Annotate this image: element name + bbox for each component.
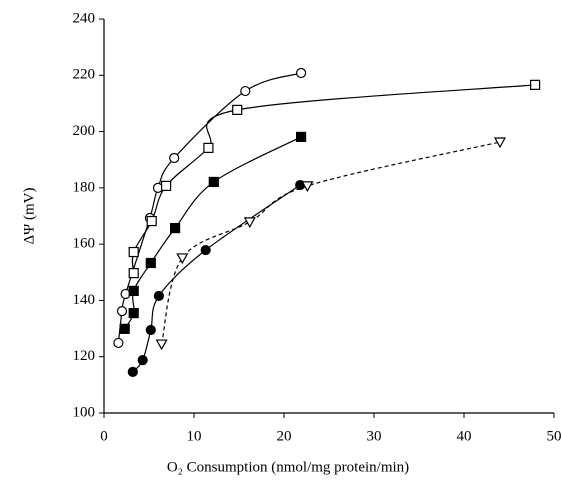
data-point [113, 337, 124, 349]
data-point [296, 67, 307, 79]
y-tick-label: 160 [73, 236, 96, 252]
data-point [127, 366, 138, 378]
data-point [146, 215, 157, 227]
data-point [128, 307, 139, 319]
data-point [128, 246, 139, 258]
y-tick-label: 180 [73, 179, 96, 195]
data-point [153, 290, 164, 302]
data-point [155, 339, 168, 351]
y-tick-label: 100 [73, 404, 96, 420]
data-point [232, 104, 243, 116]
data-point [176, 253, 189, 265]
fit-curve [124, 136, 302, 330]
fit-curve [161, 141, 501, 345]
x-tick-label: 10 [187, 428, 202, 444]
y-tick-label: 120 [73, 348, 96, 364]
data-point [240, 85, 251, 97]
data-point [119, 323, 130, 334]
x-axis-label: O₂ Consumption (nmol/mg protein/min) [167, 459, 409, 475]
y-tick-label: 140 [73, 292, 96, 308]
x-tick-label: 0 [100, 428, 108, 444]
fit-curve [132, 184, 301, 373]
data-point [128, 268, 139, 279]
data-point [200, 244, 211, 256]
x-tick-label: 20 [277, 428, 292, 444]
data-point [116, 306, 128, 317]
data-point [145, 257, 156, 269]
data-point [203, 142, 214, 153]
y-tick-label: 240 [73, 10, 96, 26]
y-axis-label: ΔΨ (mV) [21, 188, 37, 245]
data-point [301, 181, 314, 193]
x-tick-label: 50 [547, 428, 561, 444]
x-tick-label: 30 [367, 428, 382, 444]
data-point [161, 180, 172, 191]
data-point [137, 354, 148, 366]
data-point [145, 324, 156, 336]
fit-curve [117, 72, 302, 343]
data-point [208, 176, 219, 188]
data-point [493, 137, 507, 149]
data-point [529, 79, 541, 90]
x-tick-label: 40 [457, 428, 472, 444]
data-point [128, 285, 139, 296]
y-tick-label: 200 [73, 123, 96, 139]
data-point [170, 223, 181, 234]
data-point [243, 217, 256, 229]
data-point [169, 152, 180, 164]
data-point [296, 131, 307, 143]
y-tick-label: 220 [73, 67, 96, 83]
